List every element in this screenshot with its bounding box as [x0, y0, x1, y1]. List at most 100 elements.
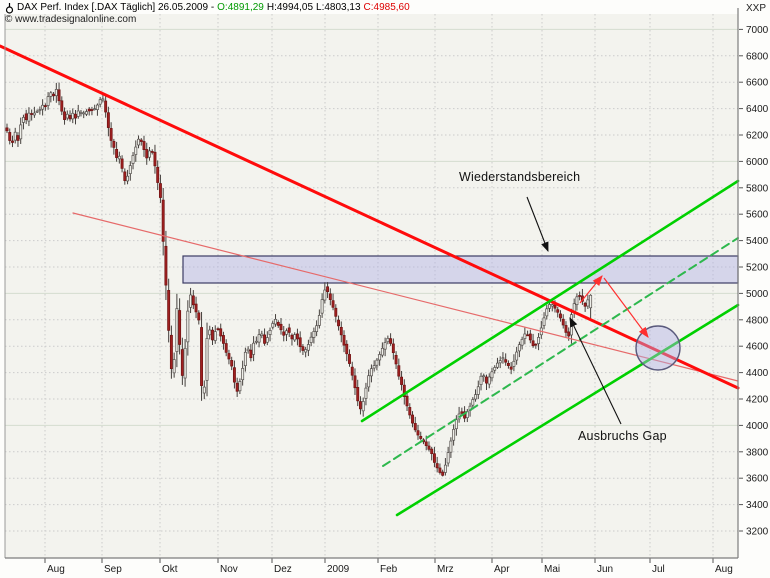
candle-body [131, 155, 135, 164]
candle-body [172, 359, 176, 374]
candle-body [191, 295, 195, 306]
candle-body [430, 448, 434, 454]
candle-body [443, 464, 447, 473]
candle-body [222, 335, 225, 344]
candle-body [487, 376, 491, 385]
candle-body [553, 304, 557, 309]
candle-body [246, 348, 250, 352]
candle-body [542, 317, 546, 326]
candle-body [11, 140, 14, 143]
candle-body [435, 463, 439, 469]
candle-body [323, 289, 327, 301]
primary-downtrend-line [0, 44, 740, 390]
candle-body [104, 100, 108, 113]
y-axis-label: 4600 [746, 342, 769, 353]
candle-body [101, 98, 105, 101]
candle-body [65, 113, 69, 119]
candle-body [142, 141, 146, 150]
candle-body [158, 183, 162, 198]
candle-body [509, 366, 513, 370]
candle-body [380, 347, 384, 356]
candle-body [449, 440, 453, 453]
candle-body [350, 366, 354, 376]
candle-body [49, 92, 53, 97]
candle-body [57, 89, 61, 102]
candle-body [156, 166, 160, 183]
x-axis-label: Mrz [437, 564, 454, 575]
candle-body [342, 335, 346, 346]
candle-body [52, 93, 56, 97]
candle-body [290, 334, 294, 340]
candle-body [287, 327, 291, 333]
y-axis-label: 3400 [746, 500, 769, 511]
candle-body [548, 304, 551, 309]
y-axis-label: 4400 [746, 368, 769, 379]
candle-body [200, 327, 203, 386]
candle-body [71, 112, 75, 120]
candle-body [117, 155, 121, 160]
candle-body [167, 290, 171, 331]
candle-body [115, 149, 119, 158]
candle-body [301, 346, 305, 351]
candle-body [476, 386, 480, 395]
candle-body [586, 299, 590, 307]
candle-body [474, 394, 477, 400]
candle-body [106, 112, 110, 128]
candle-body [243, 351, 247, 366]
candle-body [5, 127, 9, 132]
candle-body [427, 445, 431, 450]
candle-body [13, 131, 17, 141]
y-axis-label: 7000 [746, 25, 769, 36]
candle-body [298, 337, 302, 347]
candle-body [432, 453, 436, 463]
gap-annotation-label: Ausbruchs Gap [578, 429, 667, 443]
low-value: L:4803,13 [316, 2, 361, 13]
candle-body [383, 342, 387, 350]
candle-body [180, 349, 184, 376]
candle-body [517, 344, 521, 352]
projection-arrow [603, 277, 649, 338]
candle-body [452, 429, 456, 441]
candle-body [82, 112, 86, 115]
candle-body [405, 395, 409, 407]
x-axis-label: Aug [715, 564, 733, 575]
candle-body [564, 325, 568, 333]
candle-body [268, 330, 272, 335]
candle-body [123, 171, 127, 181]
candle-body [30, 113, 34, 115]
candle-body [27, 112, 31, 122]
y-axis-label: 6600 [746, 78, 769, 89]
x-axis-label: Apr [494, 564, 510, 575]
candle-body [32, 112, 36, 116]
y-axis-label: 5400 [746, 236, 769, 247]
candle-body [224, 343, 228, 353]
candle-body [265, 337, 269, 343]
candle-body [531, 340, 535, 347]
candle-body [479, 375, 483, 385]
candle-body [589, 294, 593, 309]
candle-body [361, 401, 365, 412]
candle-body [208, 329, 212, 336]
candle-body [367, 375, 371, 388]
candle-body [339, 326, 343, 336]
chart-title: DAX Perf. Index [.DAX Täglich] 26.05.200… [17, 2, 215, 13]
candle-body [326, 286, 330, 293]
candle-body [202, 386, 206, 394]
candle-body [306, 344, 310, 351]
resistance-annotation-arrow [526, 196, 549, 253]
candle-body [16, 135, 20, 141]
candle-body [575, 296, 579, 305]
y-axis-label: 3600 [746, 474, 769, 485]
candle-body [378, 354, 382, 361]
candle-body [24, 113, 28, 121]
candle-body [197, 312, 201, 321]
candle-body [493, 367, 497, 371]
candle-body [320, 299, 324, 314]
candle-body [512, 360, 516, 367]
close-value: C:4985,60 [363, 2, 410, 13]
candle-body [134, 146, 138, 155]
candle-body [148, 150, 151, 158]
candle-body [411, 414, 414, 424]
candle-body [304, 349, 308, 353]
